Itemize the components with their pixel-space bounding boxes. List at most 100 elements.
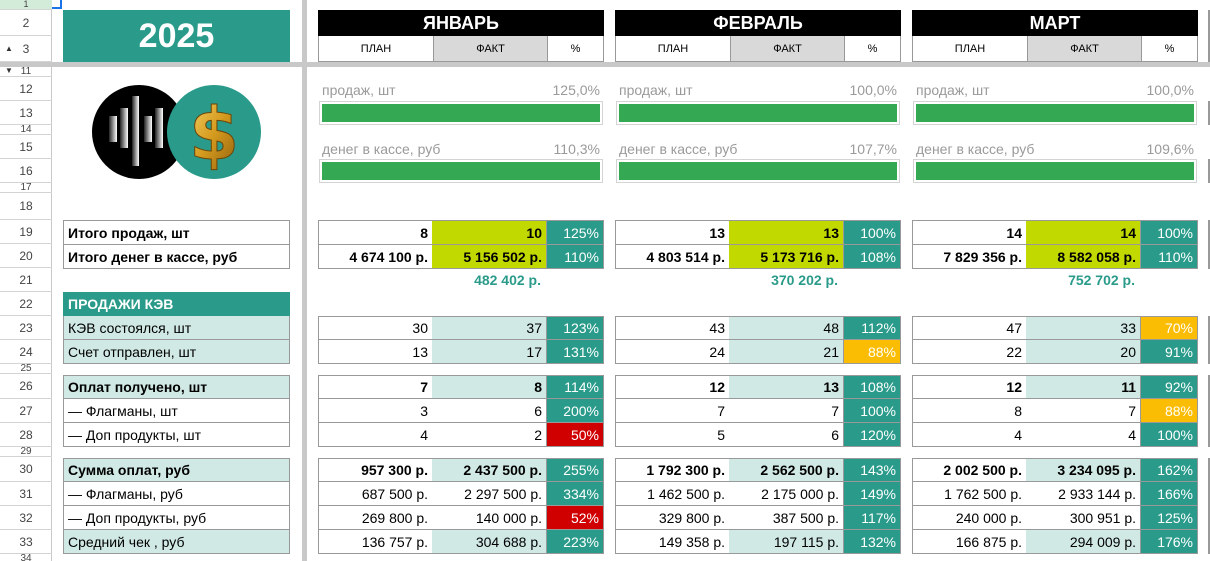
cell-plan-paid-flagship[interactable]: 3	[318, 399, 433, 423]
cell-plan-sum-flagship[interactable]: 1 462 500 р.	[615, 482, 730, 506]
cell-plan-total-cash[interactable]: 4 803 514 р.	[615, 245, 730, 269]
column-header-fact[interactable]: ФАКТ	[731, 36, 845, 61]
cell-pct-total-cash[interactable]: 110%	[547, 245, 604, 269]
cell-fact-sum-paid[interactable]: 2 562 500 р.	[729, 458, 844, 482]
cell-fact-paid-flagship[interactable]: 7	[729, 399, 844, 423]
cell-plan-sum-addon[interactable]: 269 800 р.	[318, 506, 433, 530]
row-number[interactable]: 29	[0, 447, 52, 457]
cell-pct-avg-check[interactable]: 223%	[547, 530, 604, 554]
cell-pct-sum-flagship[interactable]: 166%	[1141, 482, 1198, 506]
cell-fact-sum-paid[interactable]: 3 234 095 р.	[1026, 458, 1141, 482]
cell-fact-avg-check[interactable]: 294 009 р.	[1026, 530, 1141, 554]
cell-pct-sum-addon[interactable]: 125%	[1141, 506, 1198, 530]
row-number[interactable]: 23	[0, 316, 52, 340]
row-number[interactable]: 20	[0, 244, 52, 268]
cell-pct-total-sales[interactable]: 100%	[1141, 220, 1198, 245]
cell-pct-sum-flagship[interactable]: 334%	[547, 482, 604, 506]
row-number[interactable]: 26	[0, 374, 52, 399]
row-number[interactable]: 18	[0, 193, 52, 220]
row-number[interactable]: 32	[0, 506, 52, 530]
cell-pct-kev-done[interactable]: 123%	[547, 316, 604, 340]
cell-pct-paid[interactable]: 108%	[844, 375, 901, 399]
cell-plan-sum-flagship[interactable]: 687 500 р.	[318, 482, 433, 506]
cell-fact-avg-check[interactable]: 304 688 р.	[432, 530, 547, 554]
row-number[interactable]: 13	[0, 101, 52, 125]
cell-fact-avg-check[interactable]: 197 115 р.	[729, 530, 844, 554]
row-number[interactable]: 19	[0, 220, 52, 244]
cell-fact-paid[interactable]: 8	[432, 375, 547, 399]
cell-plan-sum-flagship[interactable]: 1 762 500 р.	[912, 482, 1027, 506]
cell-fact-total-cash[interactable]: 5 156 502 р.	[432, 245, 547, 269]
cell-plan-total-cash[interactable]: 7 829 356 р.	[912, 245, 1027, 269]
cell-fact-invoice-sent[interactable]: 17	[432, 340, 547, 364]
row-number[interactable]: 24	[0, 340, 52, 364]
cell-fact-total-sales[interactable]: 10	[432, 220, 547, 245]
cell-plan-sum-paid[interactable]: 1 792 300 р.	[615, 458, 730, 482]
cell-plan-paid-flagship[interactable]: 7	[615, 399, 730, 423]
cell-plan-sum-addon[interactable]: 240 000 р.	[912, 506, 1027, 530]
cell-pct-total-cash[interactable]: 108%	[844, 245, 901, 269]
column-header-plan[interactable]: ПЛАН	[616, 36, 731, 61]
row-number[interactable]: 25	[0, 364, 52, 374]
row-number[interactable]: 34	[0, 554, 52, 561]
cell-fact-kev-done[interactable]: 37	[432, 316, 547, 340]
cell-plan-paid-addon[interactable]: 5	[615, 423, 730, 447]
column-header-plan[interactable]: ПЛАН	[319, 36, 434, 61]
cell-plan-paid-flagship[interactable]: 8	[912, 399, 1027, 423]
row-number[interactable]: 14	[0, 125, 52, 135]
cell-pct-kev-done[interactable]: 70%	[1141, 316, 1198, 340]
cell-fact-sum-addon[interactable]: 140 000 р.	[432, 506, 547, 530]
row-number[interactable]: 15	[0, 135, 52, 159]
column-header-plan[interactable]: ПЛАН	[913, 36, 1028, 61]
frozen-column-divider[interactable]	[302, 0, 307, 561]
cell-pct-invoice-sent[interactable]: 88%	[844, 340, 901, 364]
cell-plan-paid[interactable]: 12	[615, 375, 730, 399]
column-header-fact[interactable]: ФАКТ	[1028, 36, 1142, 61]
expand-down-icon[interactable]: ▼	[5, 67, 13, 75]
cell-pct-paid[interactable]: 92%	[1141, 375, 1198, 399]
cell-pct-invoice-sent[interactable]: 91%	[1141, 340, 1198, 364]
cell-fact-total-cash[interactable]: 5 173 716 р.	[729, 245, 844, 269]
cell-plan-avg-check[interactable]: 166 875 р.	[912, 530, 1027, 554]
cell-pct-avg-check[interactable]: 176%	[1141, 530, 1198, 554]
cell-pct-sum-paid[interactable]: 162%	[1141, 458, 1198, 482]
cell-fact-paid-addon[interactable]: 4	[1026, 423, 1141, 447]
cell-pct-paid-addon[interactable]: 100%	[1141, 423, 1198, 447]
row-number[interactable]: ▼ 11	[0, 67, 52, 77]
cell-fact-kev-done[interactable]: 33	[1026, 316, 1141, 340]
row-number[interactable]: 12	[0, 77, 52, 101]
cell-plan-avg-check[interactable]: 149 358 р.	[615, 530, 730, 554]
row-number[interactable]: 31	[0, 482, 52, 506]
cell-fact-sum-flagship[interactable]: 2 175 000 р.	[729, 482, 844, 506]
cell-plan-invoice-sent[interactable]: 13	[318, 340, 433, 364]
cell-plan-total-sales[interactable]: 13	[615, 220, 730, 245]
cell-plan-paid[interactable]: 12	[912, 375, 1027, 399]
cell-plan-avg-check[interactable]: 136 757 р.	[318, 530, 433, 554]
cell-plan-kev-done[interactable]: 30	[318, 316, 433, 340]
cell-plan-invoice-sent[interactable]: 24	[615, 340, 730, 364]
cell-pct-sum-flagship[interactable]: 149%	[844, 482, 901, 506]
cell-plan-sum-paid[interactable]: 957 300 р.	[318, 458, 433, 482]
cell-fact-paid-addon[interactable]: 2	[432, 423, 547, 447]
row-number[interactable]: 27	[0, 399, 52, 423]
cell-pct-paid-flagship[interactable]: 200%	[547, 399, 604, 423]
row-number[interactable]: 30	[0, 457, 52, 482]
row-number[interactable]: 33	[0, 530, 52, 554]
cell-fact-invoice-sent[interactable]: 21	[729, 340, 844, 364]
cell-pct-sum-addon[interactable]: 117%	[844, 506, 901, 530]
cell-pct-sum-paid[interactable]: 255%	[547, 458, 604, 482]
cell-plan-paid-addon[interactable]: 4	[318, 423, 433, 447]
cell-pct-paid-flagship[interactable]: 100%	[844, 399, 901, 423]
column-header-fact[interactable]: ФАКТ	[434, 36, 548, 61]
cell-plan-paid[interactable]: 7	[318, 375, 433, 399]
cell-plan-total-sales[interactable]: 8	[318, 220, 433, 245]
cell-pct-paid[interactable]: 114%	[547, 375, 604, 399]
column-header-pct[interactable]: %	[1164, 42, 1175, 55]
cell-pct-avg-check[interactable]: 132%	[844, 530, 901, 554]
cell-fact-kev-done[interactable]: 48	[729, 316, 844, 340]
column-header-pct[interactable]: %	[867, 42, 878, 55]
row-number[interactable]: ▲ 3	[0, 36, 52, 62]
cell-fact-total-cash[interactable]: 8 582 058 р.	[1026, 245, 1141, 269]
cell-fact-sum-addon[interactable]: 300 951 р.	[1026, 506, 1141, 530]
cell-pct-paid-flagship[interactable]: 88%	[1141, 399, 1198, 423]
